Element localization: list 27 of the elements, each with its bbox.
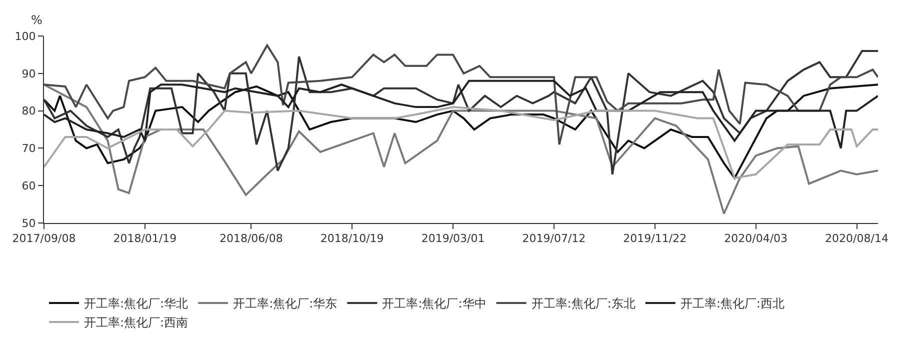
y-tick-label: 90 [22, 67, 36, 80]
y-tick-label: 70 [22, 142, 36, 156]
line-series [44, 84, 878, 180]
y-tick-label: 50 [22, 216, 36, 230]
y-tick-label: 80 [22, 104, 36, 118]
line-series [44, 84, 878, 215]
y-tick-label: 100 [14, 30, 36, 43]
x-tick-label: 2018/06/08 [219, 232, 283, 246]
y-axis-title: % [31, 13, 42, 27]
line-series [44, 44, 878, 146]
x-tick-label: 2020/08/14 [825, 232, 888, 246]
x-tick-label: 2020/04/03 [724, 232, 788, 246]
legend-label: 开工率:焦化厂:华中 [382, 296, 486, 311]
x-tick-label: 2017/09/08 [12, 232, 76, 246]
x-tick-label: 2019/11/22 [623, 232, 687, 246]
x-tick-label: 2019/03/01 [421, 232, 485, 246]
line-series [44, 80, 878, 150]
legend-label: 开工率:焦化厂:华北 [84, 296, 188, 311]
x-tick-label: 2018/01/19 [113, 232, 177, 246]
legend-label: 开工率:焦化厂:华东 [233, 296, 338, 311]
line-series [44, 106, 878, 180]
legend-label: 开工率:焦化厂:西南 [84, 316, 188, 330]
x-tick-label: 2019/07/12 [522, 232, 586, 246]
legend-label: 开工率:焦化厂:西北 [680, 296, 784, 311]
legend-label: 开工率:焦化厂:东北 [531, 296, 636, 311]
y-tick-label: 60 [22, 179, 36, 192]
x-tick-label: 2018/10/19 [320, 232, 384, 246]
